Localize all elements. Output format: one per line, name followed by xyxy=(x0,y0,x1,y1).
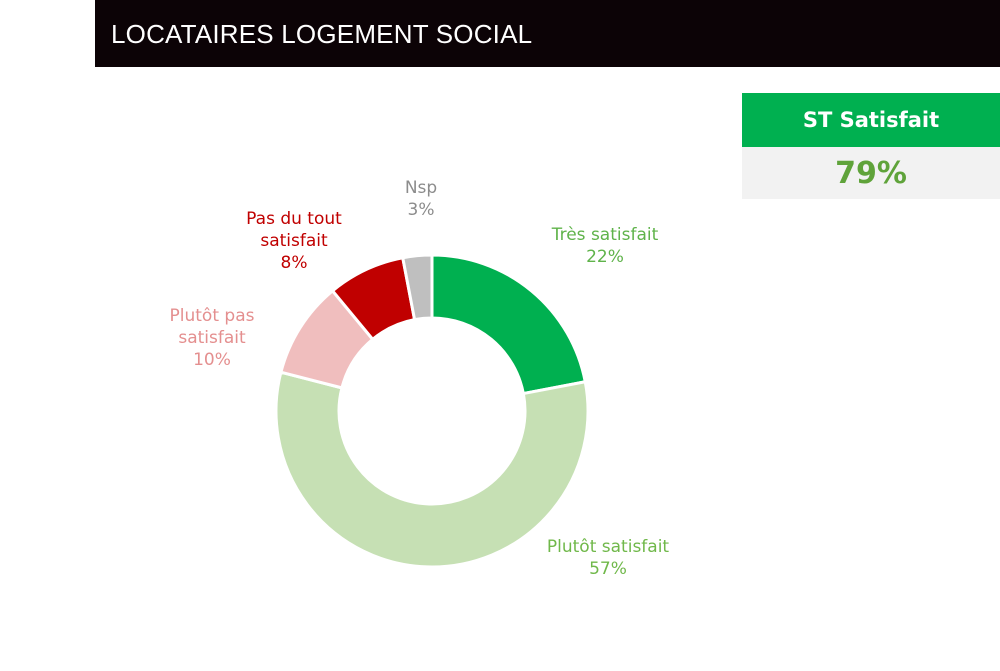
kpi-value: 79% xyxy=(742,147,1000,199)
slice-label: Plutôt satisfait 57% xyxy=(547,537,670,579)
header-bar: LOCATAIRES LOGEMENT SOCIAL xyxy=(95,0,1000,67)
slice-label: Plutôt pas satisfait 10% xyxy=(170,306,255,370)
kpi-box: ST Satisfait 79% xyxy=(742,93,1000,199)
slice-label: Nsp 3% xyxy=(405,178,437,220)
donut-slice xyxy=(430,253,587,396)
slice-label: Pas du tout satisfait 8% xyxy=(246,209,342,273)
donut-slice xyxy=(401,253,434,322)
kpi-label: ST Satisfait xyxy=(742,93,1000,147)
page-title: LOCATAIRES LOGEMENT SOCIAL xyxy=(111,19,533,49)
donut-slice xyxy=(274,370,590,569)
slice-label: Très satisfait 22% xyxy=(551,225,659,267)
